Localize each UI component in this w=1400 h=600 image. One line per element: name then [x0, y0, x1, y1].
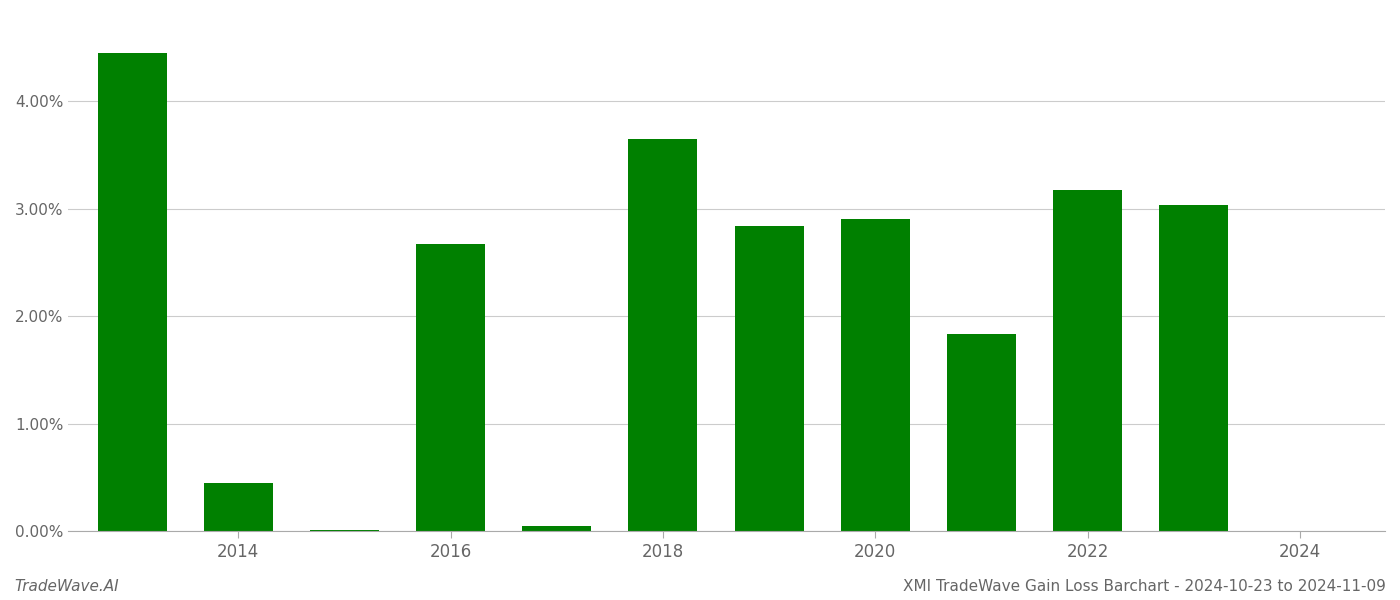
- Bar: [98, 53, 167, 531]
- Bar: [309, 530, 379, 531]
- Bar: [1053, 190, 1123, 531]
- Text: XMI TradeWave Gain Loss Barchart - 2024-10-23 to 2024-11-09: XMI TradeWave Gain Loss Barchart - 2024-…: [903, 579, 1386, 594]
- Bar: [735, 226, 804, 531]
- Bar: [841, 220, 910, 531]
- Bar: [416, 244, 486, 531]
- Text: TradeWave.AI: TradeWave.AI: [14, 579, 119, 594]
- Bar: [629, 139, 697, 531]
- Bar: [522, 526, 591, 531]
- Bar: [946, 334, 1016, 531]
- Bar: [204, 483, 273, 531]
- Bar: [1159, 205, 1228, 531]
